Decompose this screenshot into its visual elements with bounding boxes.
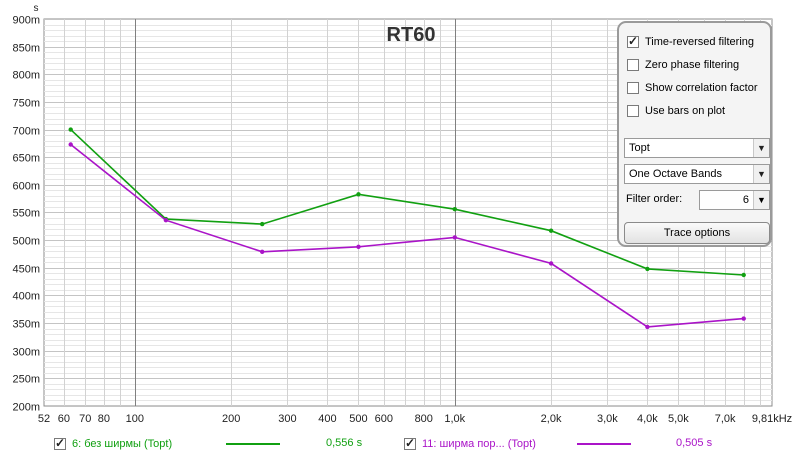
y-tick-label: 650m [12, 153, 40, 165]
chevron-down-icon[interactable]: ▼ [753, 191, 769, 209]
y-tick-label: 250m [12, 374, 40, 386]
zero-phase-filtering-label: Zero phase filtering [645, 59, 740, 71]
x-tick-label: 100 [126, 413, 144, 425]
trace-6-line-swatch [226, 443, 280, 445]
series-line-0 [70, 129, 744, 276]
series-point-1 [741, 316, 746, 321]
series-point-0 [452, 207, 457, 212]
y-tick-label: 600m [12, 181, 40, 193]
y-tick-label: 200m [12, 402, 40, 414]
trace-11-visibility-checkbox[interactable] [404, 436, 416, 450]
x-tick-label: 9,81kHz [752, 413, 792, 425]
y-tick-label: 750m [12, 98, 40, 110]
x-tick-label: 400 [318, 413, 336, 425]
trace-6-value: 0,556 s [326, 437, 363, 449]
show-correlation-factor-checkbox-row[interactable]: Show correlation factor [627, 79, 758, 97]
x-tick-label: 500 [349, 413, 367, 425]
x-tick-label: 300 [278, 413, 296, 425]
use-bars-on-plot-label: Use bars on plot [645, 105, 726, 117]
filter-order-value: 6 [742, 194, 749, 206]
trace-11-label: 11: ширма пор... (Topt) [422, 438, 536, 450]
trace-11-value: 0,505 s [676, 437, 713, 449]
series-point-0 [741, 272, 746, 278]
x-tick-label: 600 [375, 413, 393, 425]
use-bars-on-plot-checkbox[interactable] [627, 105, 639, 117]
series-point-1 [356, 244, 361, 249]
y-tick-label: 550m [12, 208, 40, 220]
y-tick-label: 300m [12, 347, 40, 359]
x-tick-label: 3,0k [597, 413, 618, 425]
time-reversed-filtering-checkbox[interactable] [627, 34, 639, 48]
trace-6-visibility-checkbox[interactable] [54, 436, 66, 450]
series-point-1 [260, 249, 265, 254]
x-tick-label: 2,0k [541, 413, 562, 425]
rt60-options-panel: Time-reversed filtering Zero phase filte… [617, 21, 772, 247]
y-tick-label: 400m [12, 291, 40, 303]
series-point-1 [452, 235, 457, 240]
series-point-1 [68, 142, 73, 147]
y-tick-label: 700m [12, 126, 40, 138]
chart-title: RT60 [387, 24, 436, 46]
x-tick-label: 70 [79, 413, 91, 425]
series-point-0 [68, 127, 73, 132]
filter-order-label: Filter order: [626, 193, 683, 205]
series-point-0 [356, 192, 361, 197]
series-point-1 [163, 218, 169, 223]
trace-options-button[interactable]: Trace options [624, 222, 770, 244]
x-tick-label: 5,0k [668, 413, 689, 425]
x-tick-label: 800 [415, 413, 433, 425]
y-tick-label: 450m [12, 264, 40, 276]
y-tick-label: 900m [12, 15, 40, 27]
x-tick-label: 200 [222, 413, 240, 425]
x-tick-label: 80 [98, 413, 110, 425]
series-point-0 [548, 228, 554, 233]
use-bars-on-plot-checkbox-row[interactable]: Use bars on plot [627, 102, 725, 120]
x-tick-label: 60 [58, 413, 70, 425]
y-tick-label: 500m [12, 236, 40, 248]
bands-select-value: One Octave Bands [629, 168, 722, 180]
trace-6-label: 6: без ширмы (Topt) [72, 438, 173, 450]
legend-item-trace-11: 11: ширма пор... (Topt) [404, 436, 536, 452]
chevron-down-icon[interactable]: ▼ [753, 139, 769, 157]
chevron-down-icon[interactable]: ▼ [753, 165, 769, 183]
zero-phase-filtering-checkbox-row[interactable]: Zero phase filtering [627, 56, 739, 74]
series-point-1 [645, 324, 650, 330]
x-tick-label: 7,0k [715, 413, 736, 425]
metric-select[interactable]: Topt ▼ [624, 138, 770, 158]
series-line-1 [70, 143, 744, 328]
time-reversed-filtering-label: Time-reversed filtering [645, 36, 755, 48]
trace-11-line-swatch [577, 443, 631, 445]
x-tick-label: 1,0k [444, 413, 465, 425]
series-point-0 [645, 266, 650, 272]
y-axis-unit-label: s [34, 3, 39, 14]
y-tick-label: 800m [12, 70, 40, 82]
x-tick-label: 52 [38, 413, 50, 425]
show-correlation-factor-checkbox[interactable] [627, 82, 639, 94]
show-correlation-factor-label: Show correlation factor [645, 82, 758, 94]
series-point-1 [548, 261, 554, 266]
series-point-0 [260, 221, 265, 227]
time-reversed-filtering-checkbox-row[interactable]: Time-reversed filtering [627, 33, 754, 51]
zero-phase-filtering-checkbox[interactable] [627, 59, 639, 71]
x-tick-label: 4,0k [637, 413, 658, 425]
bands-select[interactable]: One Octave Bands ▼ [624, 164, 770, 184]
filter-order-select[interactable]: 6 ▼ [699, 190, 770, 210]
metric-select-value: Topt [629, 142, 650, 154]
y-tick-label: 850m [12, 43, 40, 55]
legend-item-trace-6: 6: без ширмы (Topt) [54, 436, 172, 452]
y-tick-label: 350m [12, 319, 40, 331]
